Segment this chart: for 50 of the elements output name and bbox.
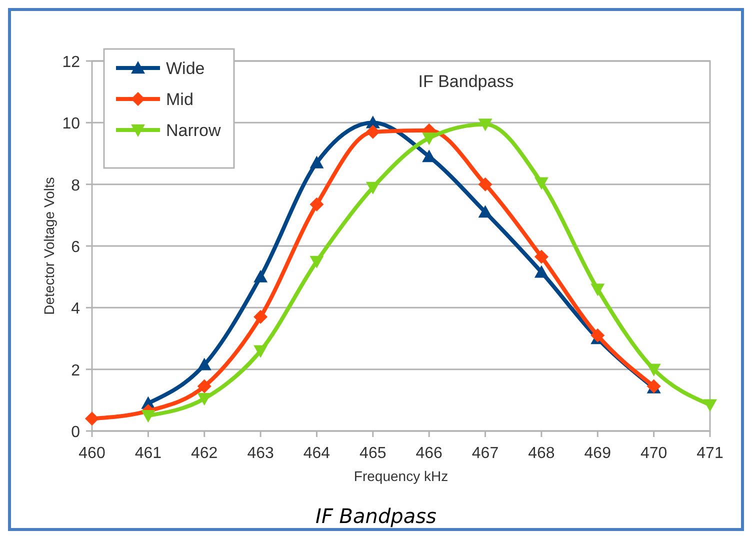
point	[197, 379, 212, 394]
point	[534, 250, 548, 264]
point	[590, 284, 605, 296]
y-tick-label: 10	[62, 116, 80, 133]
point	[197, 358, 212, 370]
point	[478, 118, 492, 132]
point	[310, 156, 324, 168]
point	[310, 197, 324, 212]
point	[534, 265, 548, 278]
point	[366, 124, 380, 139]
x-tick-label: 468	[528, 445, 555, 462]
x-tick-label: 467	[472, 445, 499, 462]
point	[141, 410, 156, 423]
x-tick-label: 461	[134, 445, 162, 462]
point	[254, 270, 268, 282]
legend-label: Narrow	[166, 121, 222, 140]
point	[478, 205, 492, 218]
point	[590, 328, 605, 342]
y-tick-label: 0	[71, 424, 80, 441]
x-tick-label: 462	[191, 445, 218, 462]
point	[197, 393, 212, 406]
x-tick-label: 470	[640, 445, 668, 462]
x-axis-title: Frequency kHz	[354, 468, 448, 484]
x-tick-label: 465	[360, 445, 386, 462]
point	[366, 182, 380, 194]
y-tick-label: 12	[62, 54, 80, 71]
point	[534, 177, 548, 190]
text: IF Bandpass	[316, 504, 436, 528]
y-tick-label: 4	[71, 300, 80, 318]
text: IF Bandpass	[418, 72, 514, 91]
point	[478, 177, 492, 192]
point	[85, 412, 99, 426]
x-tick-label: 466	[416, 445, 443, 462]
x-tick-label: 464	[303, 445, 330, 462]
x-tick-label: 463	[247, 445, 274, 462]
y-tick-label: 8	[71, 177, 80, 194]
legend-label: Wide	[166, 59, 205, 78]
point	[254, 345, 268, 358]
point	[310, 256, 324, 268]
x-tick-label: 469	[584, 445, 612, 462]
legend-label: Mid	[166, 90, 194, 109]
point	[254, 310, 268, 324]
y-tick-label: 2	[71, 362, 80, 380]
point	[646, 364, 661, 376]
y-tick-label: 6	[71, 239, 80, 256]
point	[422, 132, 436, 146]
x-tick-label: 460	[78, 445, 106, 462]
y-axis-title: Detector Voltage Volts	[41, 177, 57, 315]
x-tick-label: 471	[696, 445, 724, 462]
point	[703, 399, 717, 412]
